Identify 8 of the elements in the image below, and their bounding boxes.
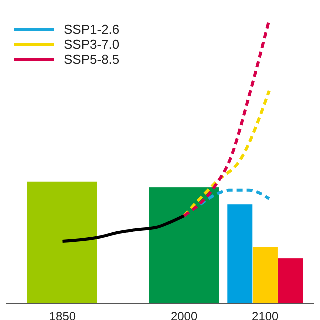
bar xyxy=(278,258,304,304)
bar xyxy=(252,247,278,304)
legend-label: SSP1-2.6 xyxy=(64,22,120,37)
bar xyxy=(27,182,98,304)
bar xyxy=(149,188,220,304)
legend-label: SSP3-7.0 xyxy=(64,37,120,52)
legend-label: SSP5-8.5 xyxy=(64,52,120,67)
bar xyxy=(228,204,253,304)
